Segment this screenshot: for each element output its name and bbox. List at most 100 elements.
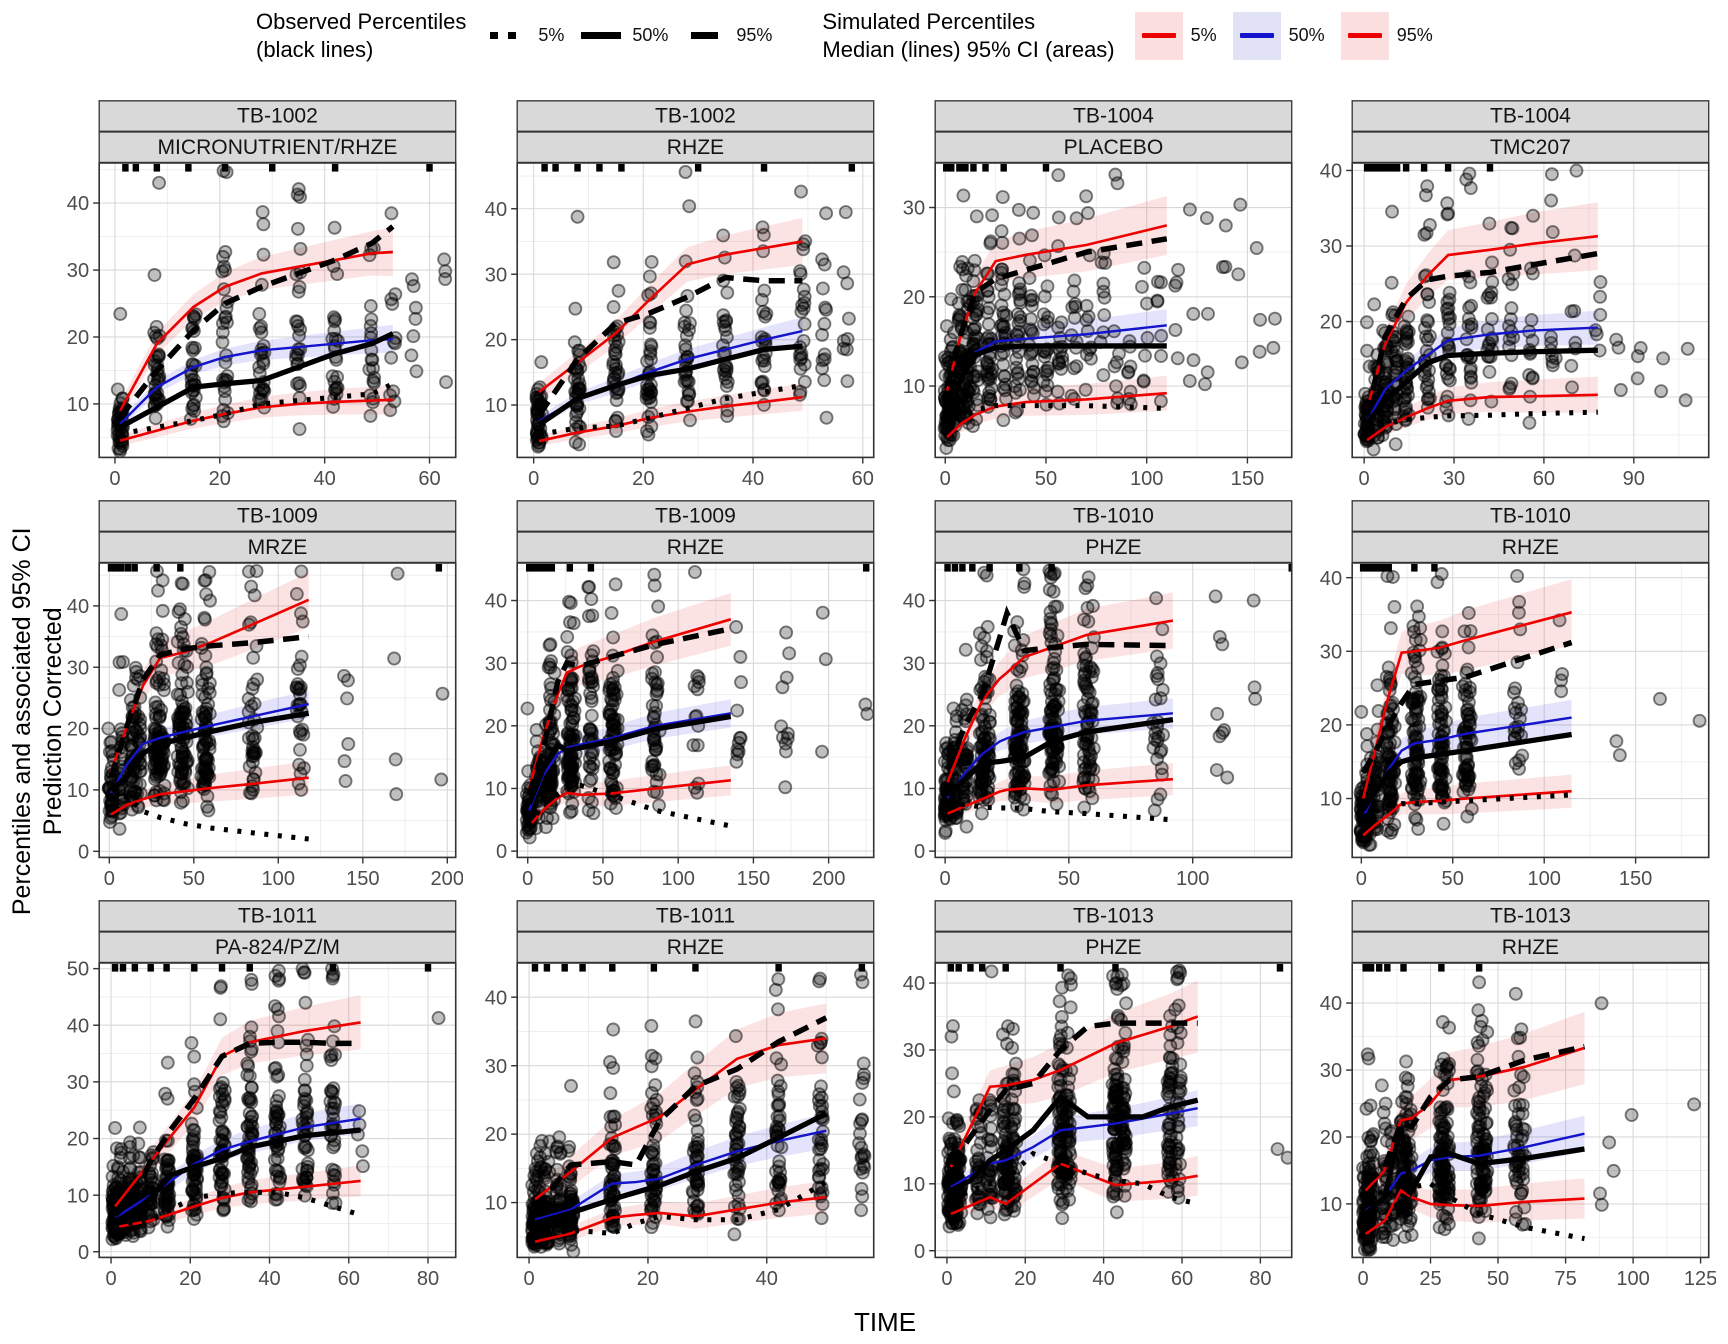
facet-cell-TB-1002-micronutrient-rhze: 0 20 40 60 10 20 30 40 TB-1002 MICRONUTRIENT/RHZE bbox=[55, 100, 463, 496]
svg-text:40: 40 bbox=[313, 468, 335, 490]
svg-text:0: 0 bbox=[1356, 868, 1367, 890]
svg-text:0: 0 bbox=[105, 1268, 116, 1290]
svg-text:30: 30 bbox=[67, 657, 89, 679]
facet-panel: 0 20 40 60 80 0 10 20 30 40 50 TB-1011 PA-824/PZ/M bbox=[67, 900, 457, 1290]
svg-text:20: 20 bbox=[67, 327, 89, 349]
svg-text:150: 150 bbox=[736, 868, 770, 890]
legend-item-observed-95%: 95% bbox=[684, 25, 772, 46]
x-axis-title: TIME bbox=[853, 1307, 917, 1337]
svg-text:200: 200 bbox=[812, 868, 846, 890]
simulated-line-area-key-icon bbox=[1340, 11, 1389, 60]
svg-text:MICRONUTRIENT/RHZE: MICRONUTRIENT/RHZE bbox=[157, 136, 397, 159]
svg-text:TB-1002: TB-1002 bbox=[655, 104, 736, 127]
svg-text:20: 20 bbox=[1320, 715, 1342, 737]
svg-text:0: 0 bbox=[939, 868, 950, 890]
svg-text:20: 20 bbox=[485, 716, 507, 738]
svg-text:10: 10 bbox=[902, 778, 924, 800]
legend-item-observed-5%: 5% bbox=[486, 25, 564, 46]
facet-cell-TB-1004-tmc207: 0 30 60 90 10 20 30 40 TB-1004 TMC207 bbox=[1308, 100, 1716, 496]
svg-text:20: 20 bbox=[485, 330, 507, 352]
svg-text:100: 100 bbox=[1129, 468, 1163, 490]
svg-text:TB-1009: TB-1009 bbox=[655, 504, 736, 527]
svg-text:TB-1004: TB-1004 bbox=[1490, 104, 1571, 127]
svg-text:40: 40 bbox=[67, 193, 89, 215]
facet-panel: 0 50 100 150 10 20 30 40 TB-1010 RHZE bbox=[1320, 500, 1710, 890]
svg-text:10: 10 bbox=[67, 394, 89, 416]
y-axis-title-line1: Percentiles and associated 95% CI bbox=[7, 527, 36, 916]
svg-text:30: 30 bbox=[902, 198, 924, 220]
svg-text:150: 150 bbox=[1619, 868, 1653, 890]
facet-cell-TB-1013-phze: 0 20 40 60 80 0 10 20 30 40 TB-1013 PHZE bbox=[891, 900, 1299, 1296]
legend: Observed Percentiles (black lines) 5% 50%… bbox=[256, 8, 1443, 63]
legend-simulated-title: Simulated Percentiles Median (lines) 95%… bbox=[822, 8, 1114, 63]
svg-text:80: 80 bbox=[417, 1268, 439, 1290]
svg-text:30: 30 bbox=[1443, 468, 1465, 490]
svg-text:10: 10 bbox=[67, 1185, 89, 1207]
svg-text:100: 100 bbox=[661, 868, 695, 890]
svg-text:TB-1010: TB-1010 bbox=[1073, 504, 1154, 527]
svg-text:60: 60 bbox=[1533, 468, 1555, 490]
simulated-line-area-key-icon bbox=[1134, 11, 1183, 60]
svg-text:10: 10 bbox=[485, 778, 507, 800]
svg-text:20: 20 bbox=[179, 1268, 201, 1290]
svg-text:30: 30 bbox=[485, 264, 507, 286]
svg-text:60: 60 bbox=[851, 468, 873, 490]
svg-text:40: 40 bbox=[902, 591, 924, 613]
legend-observed-title: Observed Percentiles (black lines) bbox=[256, 8, 466, 63]
observed-solid-line-key-icon bbox=[581, 32, 622, 39]
svg-text:40: 40 bbox=[1320, 160, 1342, 182]
facet-cell-TB-1009-rhze: 0 50 100 150 200 0 10 20 30 40 TB-1009 RHZE bbox=[473, 500, 881, 896]
facet-cell-TB-1013-rhze: 0 25 50 75 100 125 10 20 30 40 TB-1013 RHZE bbox=[1308, 900, 1716, 1296]
svg-text:TMC207: TMC207 bbox=[1490, 136, 1571, 159]
observed-dotted-line-key-icon bbox=[490, 32, 517, 39]
legend-simulated: Simulated Percentiles Median (lines) 95%… bbox=[822, 8, 1442, 63]
facet-cell-TB-1011-rhze: 0 20 40 10 20 30 40 TB-1011 RHZE bbox=[473, 900, 881, 1296]
svg-text:100: 100 bbox=[1528, 868, 1562, 890]
svg-text:40: 40 bbox=[67, 1015, 89, 1037]
svg-text:50: 50 bbox=[592, 868, 614, 890]
svg-text:30: 30 bbox=[1320, 236, 1342, 258]
legend-item-simulated-5%: 5% bbox=[1134, 11, 1217, 60]
legend-item-simulated-95%: 95% bbox=[1340, 11, 1433, 60]
legend-observed: Observed Percentiles (black lines) 5% 50%… bbox=[256, 8, 782, 63]
svg-text:50: 50 bbox=[1057, 868, 1079, 890]
svg-text:10: 10 bbox=[1320, 789, 1342, 811]
observed-dashed-line-key-icon bbox=[691, 32, 719, 39]
svg-text:30: 30 bbox=[67, 260, 89, 282]
facet-cell-TB-1011-pa-824-pz-m: 0 20 40 60 80 0 10 20 30 40 50 TB-1011 PA-824/PZ/M bbox=[55, 900, 463, 1296]
svg-text:TB-1010: TB-1010 bbox=[1490, 504, 1571, 527]
svg-text:10: 10 bbox=[485, 395, 507, 417]
svg-text:20: 20 bbox=[209, 468, 231, 490]
svg-text:40: 40 bbox=[258, 1268, 280, 1290]
facet-panel: 0 50 100 150 10 20 30 TB-1004 PLACEBO bbox=[902, 100, 1293, 490]
svg-text:0: 0 bbox=[522, 868, 533, 890]
legend-observed-items: 5% 50% 95% bbox=[486, 25, 782, 46]
svg-text:50: 50 bbox=[183, 868, 205, 890]
svg-text:10: 10 bbox=[1320, 387, 1342, 409]
svg-text:10: 10 bbox=[902, 376, 924, 398]
facet-cell-TB-1002-rhze: 0 20 40 60 10 20 30 40 TB-1002 RHZE bbox=[473, 100, 881, 496]
facet-panel: 0 50 100 150 200 0 10 20 30 40 TB-1009 MRZE bbox=[67, 500, 463, 890]
svg-text:50: 50 bbox=[1034, 468, 1056, 490]
legend-item-label: 5% bbox=[538, 25, 565, 45]
svg-text:30: 30 bbox=[1320, 641, 1342, 663]
svg-text:0: 0 bbox=[939, 468, 950, 490]
legend-item-simulated-50%: 50% bbox=[1232, 11, 1325, 60]
svg-text:30: 30 bbox=[902, 653, 924, 675]
facet-cell-TB-1010-phze: 0 50 100 0 10 20 30 40 TB-1010 PHZE bbox=[891, 500, 1299, 896]
svg-text:20: 20 bbox=[67, 1129, 89, 1151]
svg-text:100: 100 bbox=[262, 868, 296, 890]
svg-text:RHZE: RHZE bbox=[1502, 536, 1559, 559]
svg-text:90: 90 bbox=[1623, 468, 1645, 490]
simulated-line-area-key-icon bbox=[1232, 11, 1281, 60]
legend-simulated-title-line2: Median (lines) 95% CI (areas) bbox=[822, 36, 1115, 62]
svg-text:PLACEBO: PLACEBO bbox=[1063, 136, 1163, 159]
svg-text:0: 0 bbox=[104, 868, 115, 890]
svg-text:TB-1002: TB-1002 bbox=[237, 104, 318, 127]
svg-text:30: 30 bbox=[67, 1072, 89, 1094]
svg-text:150: 150 bbox=[346, 868, 380, 890]
